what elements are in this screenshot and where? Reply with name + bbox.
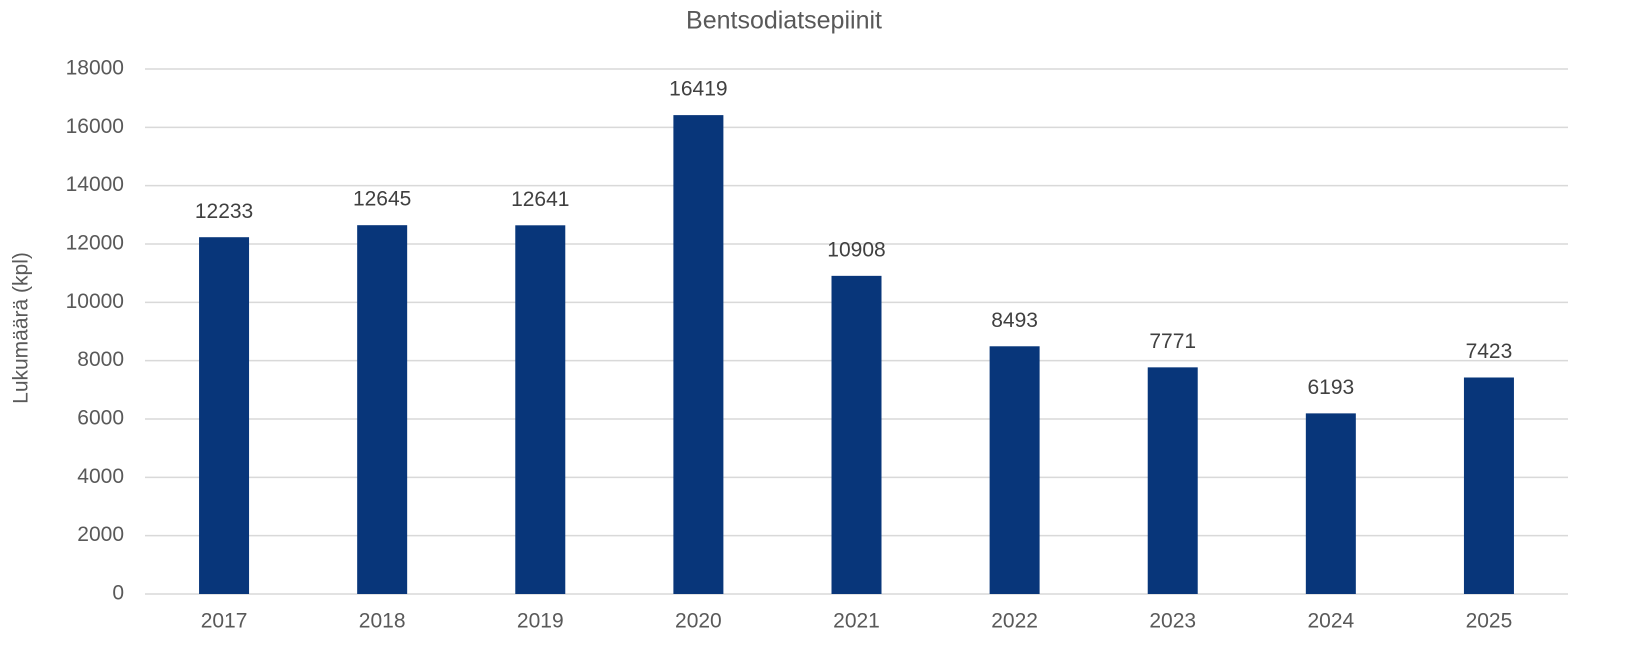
bar <box>515 225 566 594</box>
x-tick-label: 2018 <box>359 610 406 633</box>
y-tick-label: 18000 <box>66 57 124 80</box>
data-label: 12233 <box>195 200 253 223</box>
y-tick-label: 12000 <box>66 232 124 255</box>
y-tick-label: 0 <box>112 582 124 605</box>
chart-title: Bentsodiatsepiinit <box>686 7 882 35</box>
y-tick-label: 2000 <box>77 523 124 546</box>
x-tick-label: 2020 <box>675 610 722 633</box>
y-tick-label: 14000 <box>66 173 124 196</box>
y-tick-label: 10000 <box>66 290 124 313</box>
bar <box>673 115 724 595</box>
data-label: 6193 <box>1307 376 1354 399</box>
bar <box>1305 413 1356 594</box>
x-tick-label: 2021 <box>833 610 880 633</box>
data-label: 12645 <box>353 188 411 211</box>
bar <box>831 275 882 594</box>
data-label: 8493 <box>991 309 1038 332</box>
data-label: 10908 <box>827 238 885 261</box>
bar <box>1463 377 1514 594</box>
y-tick-label: 6000 <box>77 407 124 430</box>
bar <box>989 346 1040 594</box>
y-tick-label: 16000 <box>66 115 124 138</box>
data-label: 12641 <box>511 188 569 211</box>
bar <box>1147 367 1198 594</box>
x-tick-label: 2022 <box>991 610 1038 633</box>
x-tick-label: 2024 <box>1307 610 1354 633</box>
data-label: 7423 <box>1466 340 1513 363</box>
bar <box>199 237 250 594</box>
data-label: 16419 <box>669 78 727 101</box>
x-tick-label: 2025 <box>1466 610 1513 633</box>
y-axis-label: Lukumäärä (kpl) <box>10 252 33 404</box>
bar <box>357 225 408 594</box>
data-label: 7771 <box>1149 330 1196 353</box>
y-tick-label: 8000 <box>77 348 124 371</box>
x-tick-label: 2019 <box>517 610 564 633</box>
x-tick-label: 2023 <box>1149 610 1196 633</box>
y-tick-label: 4000 <box>77 465 124 488</box>
x-tick-label: 2017 <box>201 610 248 633</box>
